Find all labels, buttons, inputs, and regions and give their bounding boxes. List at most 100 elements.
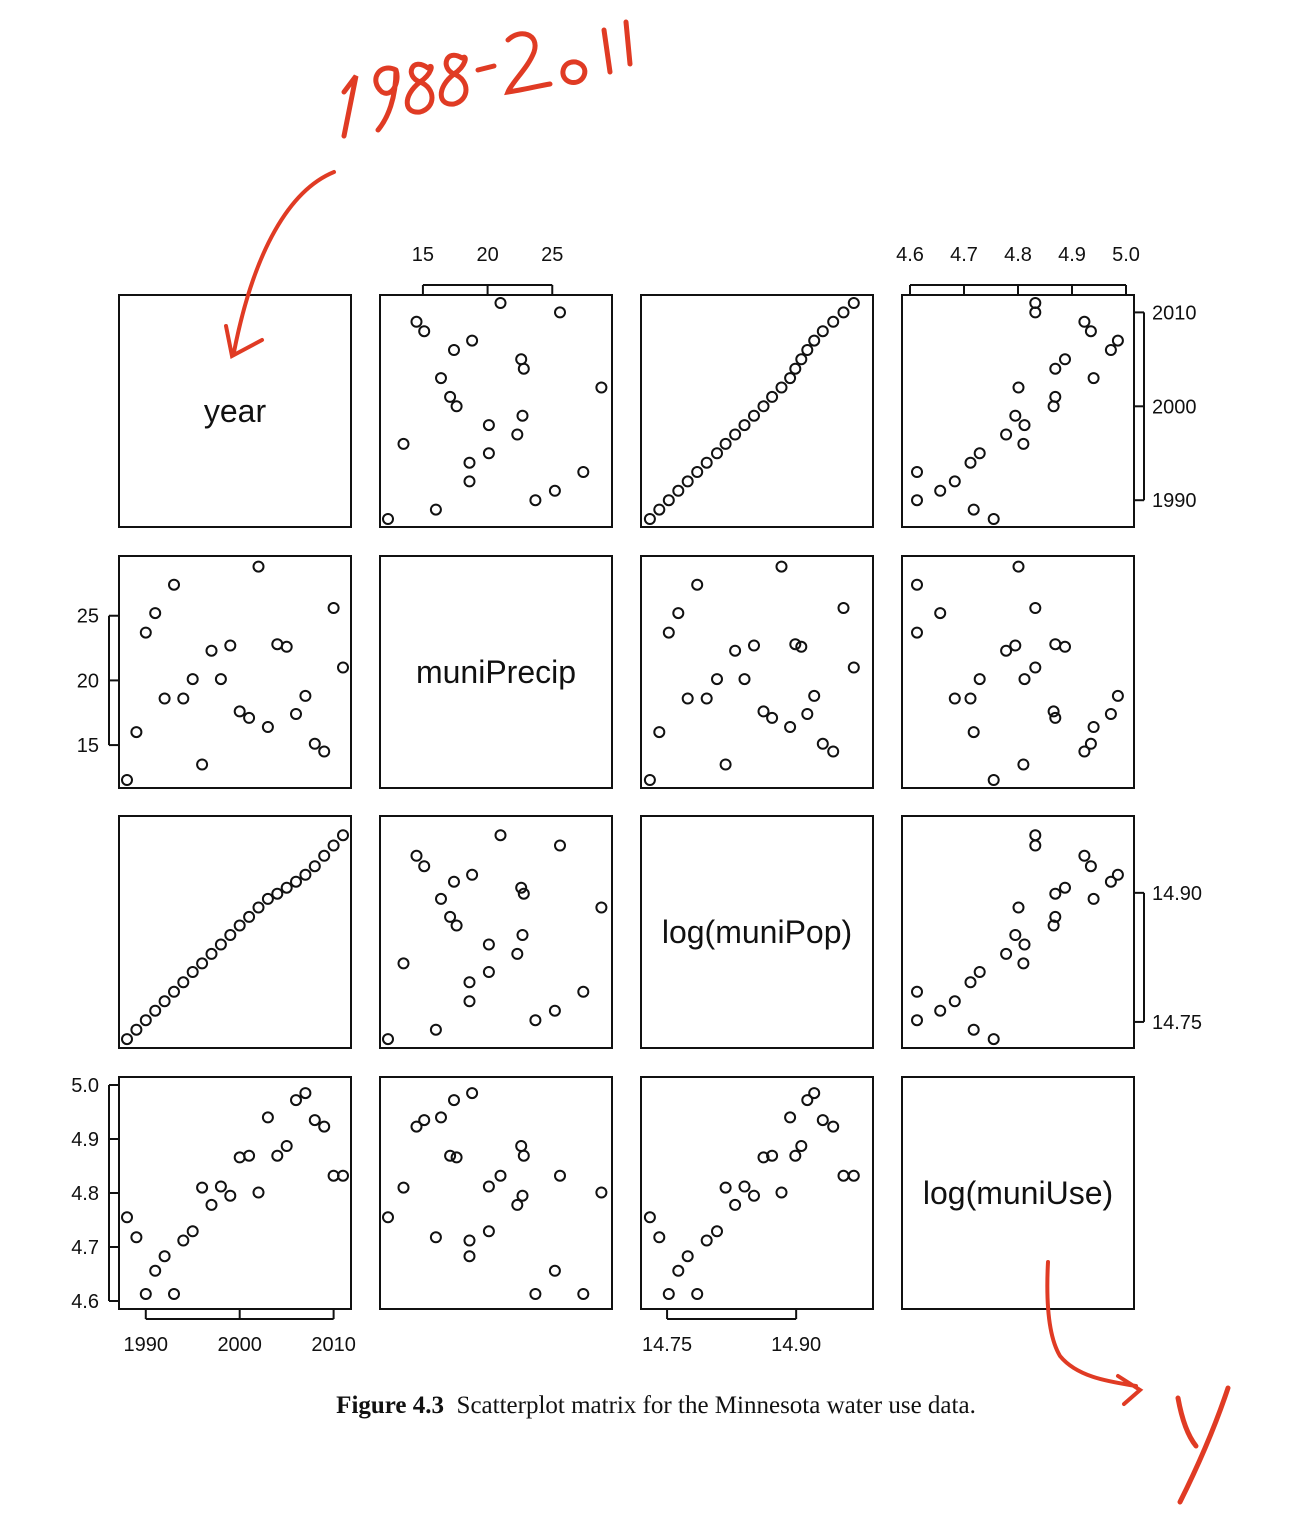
data-point [196, 1181, 209, 1194]
tick-label: 4.9 [71, 1129, 99, 1151]
data-point [1009, 409, 1022, 422]
data-point [967, 503, 980, 516]
data-point [290, 708, 302, 720]
data-point [948, 995, 961, 1008]
data-point [816, 325, 829, 338]
data-point [410, 315, 423, 328]
data-point [827, 315, 840, 328]
data-point [948, 475, 961, 488]
data-point [808, 334, 821, 347]
data-point [529, 1288, 542, 1300]
data-point [1059, 881, 1071, 894]
data-point [934, 607, 947, 620]
data-point [337, 1169, 349, 1182]
annotation-arrow-to-y [1045, 1260, 1144, 1406]
data-point [397, 437, 410, 450]
data-point [801, 708, 814, 720]
data-point [318, 745, 331, 758]
tick-label: 14.90 [1152, 883, 1202, 905]
tick-label: 4.8 [1004, 244, 1032, 266]
data-point [529, 1014, 542, 1027]
tick-label: 4.6 [896, 244, 924, 266]
data-point [554, 839, 566, 852]
data-point [784, 721, 797, 733]
data-point [1029, 297, 1042, 309]
variable-label-muniprecip: muniPrecip [416, 654, 576, 690]
data-point [429, 1023, 442, 1036]
data-point [233, 1151, 246, 1164]
data-point [149, 1004, 162, 1017]
data-point [139, 1014, 152, 1027]
data-point [1017, 957, 1030, 970]
panel-frame [901, 555, 1135, 789]
data-point [795, 1140, 808, 1152]
data-point [766, 390, 779, 403]
tick-label: 15 [77, 735, 99, 757]
data-point [729, 1198, 742, 1211]
data-point [517, 1149, 530, 1162]
data-point [243, 1149, 256, 1162]
data-point [280, 640, 293, 653]
data-point [252, 901, 265, 914]
panel-year-vs-year: year [118, 294, 352, 528]
data-point [327, 602, 340, 614]
data-point [511, 428, 524, 441]
data-point [691, 1288, 704, 1300]
tick-label: 2010 [1152, 302, 1197, 324]
data-point [130, 1023, 143, 1036]
data-point [1047, 705, 1060, 718]
annotation-1988-2011-stroke-5 [504, 31, 553, 96]
data-point [911, 466, 923, 478]
data-point [418, 325, 431, 338]
data-point [595, 381, 608, 394]
data-point [662, 1288, 675, 1300]
data-point [795, 353, 808, 366]
data-point [653, 726, 666, 739]
panel-muniprecip-vs-log-muniuse [901, 555, 1135, 789]
data-point [168, 578, 180, 591]
data-point [515, 353, 528, 366]
data-point [397, 957, 410, 970]
variable-label-log-munipop: log(muniPop) [662, 914, 852, 950]
panel-year-vs-muniprecip [379, 294, 613, 528]
data-point [757, 400, 770, 413]
x-axis-year-bottom: 1990 2000 2010 [124, 1309, 356, 1356]
data-point [233, 919, 246, 932]
data-point [463, 475, 476, 488]
data-point [775, 381, 788, 394]
data-point [450, 400, 463, 413]
annotation-1988-2011-stroke-7 [601, 27, 613, 75]
data-point [987, 1033, 1000, 1046]
data-point [233, 705, 246, 718]
data-point [318, 849, 331, 862]
data-point [130, 1231, 143, 1244]
data-point [429, 503, 442, 516]
data-point [177, 692, 190, 705]
data-point [672, 1264, 685, 1277]
data-point [224, 1189, 237, 1202]
panel-frame [118, 294, 352, 528]
data-point [1017, 758, 1030, 771]
data-point [121, 774, 133, 786]
data-point [719, 1181, 732, 1194]
data-point [1000, 947, 1013, 960]
data-point [554, 306, 566, 319]
data-point [511, 1198, 524, 1211]
data-point [738, 673, 751, 686]
data-point [290, 1094, 302, 1107]
data-point [261, 721, 274, 733]
data-point [168, 985, 180, 998]
data-point [444, 390, 457, 403]
data-point [911, 494, 923, 507]
data-point [1087, 892, 1100, 905]
data-point [1018, 938, 1031, 951]
data-point [1012, 560, 1025, 573]
data-point [700, 456, 713, 469]
x-axis-log-muniuse-top: 4.6 4.7 4.8 4.9 5.0 [896, 244, 1140, 295]
data-point [595, 901, 608, 914]
panel-muniprecip-vs-muniprecip: muniPrecip [379, 555, 613, 789]
data-point [700, 692, 713, 705]
data-point [738, 1180, 751, 1193]
data-point [516, 409, 529, 422]
data-point [299, 689, 312, 702]
